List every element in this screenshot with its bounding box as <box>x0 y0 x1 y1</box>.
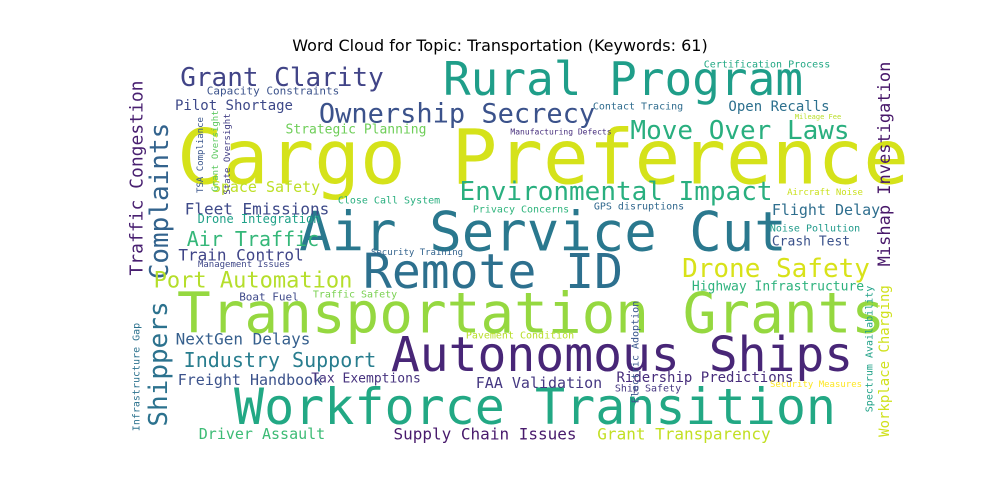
word-close-call-system: Close Call System <box>338 196 440 207</box>
word-spectrum-availability: Spectrum Availability <box>865 286 876 412</box>
word-pavement-condition: Pavement Condition <box>466 331 574 342</box>
cloud-background <box>127 60 895 445</box>
word-security-measures: Security Measures <box>770 380 862 390</box>
word-autonomous-ships: Autonomous Ships <box>391 327 853 383</box>
chart-title: Word Cloud for Topic: Transportation (Ke… <box>292 36 708 55</box>
word-management-issues: Management Issues <box>198 260 290 270</box>
word-shippers: Shippers <box>144 301 174 426</box>
word-transportation-grants: Transportation Grants <box>177 282 885 347</box>
word-tsa-compliance: TSA Compliance <box>196 117 206 193</box>
word-ship-safety: Ship Safety <box>615 384 681 395</box>
word-freight-handbook: Freight Handbook <box>178 371 323 389</box>
word-mileage-fee: Mileage Fee <box>795 113 841 121</box>
word-nextgen-delays: NextGen Delays <box>176 330 311 349</box>
word-fleet-emissions: Fleet Emissions <box>185 200 330 219</box>
word-port-automation: Port Automation <box>154 269 353 294</box>
word-environmental-impact: Environmental Impact <box>459 177 772 207</box>
word-space-safety: Space Safety <box>212 178 320 196</box>
word-infrastructure-gap: Infrastructure Gap <box>132 323 143 431</box>
word-complaints: Complaints <box>145 123 175 280</box>
word-security-training: Security Training <box>371 248 463 258</box>
word-remote-id: Remote ID <box>363 244 623 300</box>
word-crash-test: Crash Test <box>772 235 850 250</box>
word-strategic-planning: Strategic Planning <box>286 123 427 138</box>
word-workforce-transition: Workforce Transition <box>234 378 836 436</box>
word-cargo-preference: Cargo Preference <box>177 113 909 202</box>
word-grant-clarity: Grant Clarity <box>180 63 384 93</box>
word-industry-support: Industry Support <box>184 348 377 372</box>
word-traffic-safety: Traffic Safety <box>313 290 397 301</box>
word-gps-disruptions: GPS disruptions <box>594 202 684 213</box>
word-highway-infrastructure: Highway Infrastructure <box>692 280 864 295</box>
word-noise-pollution: Noise Pollution <box>770 224 860 235</box>
word-driver-assault: Driver Assault <box>199 425 325 443</box>
word-capacity-constraints: Capacity Constraints <box>207 85 339 98</box>
word-faa-validation: FAA Validation <box>476 374 602 392</box>
word-tax-exemptions: Tax Exemptions <box>311 372 421 387</box>
word-train-control: Train Control <box>178 246 303 265</box>
word-ridership-predictions: Ridership Predictions <box>616 370 793 386</box>
word-boat-fuel: Boat Fuel <box>239 291 299 304</box>
word-drone-safety: Drone Safety <box>682 254 870 284</box>
word-pilot-shortage: Pilot Shortage <box>175 98 293 114</box>
word-mishap-investigation: Mishap Investigation <box>875 62 895 267</box>
word-electric-adoption: Electric Adoption <box>631 301 642 403</box>
word-contact-tracing: Contact Tracing <box>593 102 683 113</box>
word-aircraft-noise: Aircraft Noise <box>787 188 863 198</box>
word-privacy-concerns: Privacy Concerns <box>473 205 569 216</box>
word-open-recalls: Open Recalls <box>728 99 829 115</box>
word-workplace-charging: Workplace Charging <box>877 285 893 437</box>
word-state-oversight: State Oversight <box>223 113 233 194</box>
word-grant-transparency: Grant Transparency <box>597 425 771 444</box>
word-flight-delay: Flight Delay <box>772 201 880 219</box>
word-drone-integration: Drone Integration <box>198 212 321 226</box>
word-air-service-cut: Air Service Cut <box>299 201 787 264</box>
word-manufacturing-defects: Manufacturing Defects <box>510 128 611 137</box>
word-air-traffic: Air Traffic <box>187 227 319 251</box>
word-move-over-laws: Move Over Laws <box>630 116 849 146</box>
word-certification-process: Certification Process <box>704 60 830 71</box>
word-ownership-secrecy: Ownership Secrecy <box>319 99 595 130</box>
word-grant-oversight: Grant Oversight <box>211 110 221 191</box>
word-supply-chain-issues: Supply Chain Issues <box>393 425 576 444</box>
word-rural-program: Rural Program <box>443 52 803 106</box>
word-traffic-congestion: Traffic Congestion <box>127 80 148 275</box>
